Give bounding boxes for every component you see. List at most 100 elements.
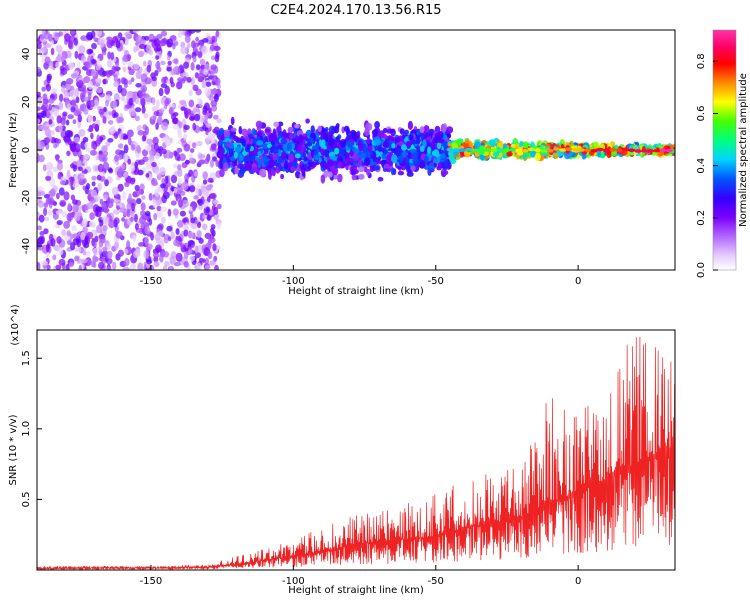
heatmap-cell — [202, 214, 209, 220]
heatmap-cell — [158, 113, 163, 119]
heatmap-cell — [180, 46, 188, 55]
heatmap-cell — [257, 151, 262, 157]
heatmap-cell — [90, 132, 94, 140]
heatmap-ridge-cell — [640, 149, 648, 153]
heatmap-cell — [286, 142, 292, 152]
heatmap-cell — [93, 37, 99, 43]
heatmap-cell — [90, 189, 98, 198]
heatmap-cell — [396, 156, 403, 161]
heatmap-cell — [123, 171, 129, 178]
heatmap-cell — [168, 266, 173, 270]
heatmap-cell — [58, 101, 64, 110]
heatmap-cell — [53, 143, 58, 149]
heatmap-cell — [58, 124, 63, 133]
heatmap-cell — [43, 44, 47, 53]
heatmap-cell — [434, 137, 440, 144]
heatmap-cell — [37, 244, 44, 251]
heatmap-cell — [102, 246, 108, 253]
heatmap-ridge-cell — [496, 149, 504, 153]
heatmap-cell — [223, 130, 230, 138]
heatmap-cell — [132, 234, 137, 242]
heatmap-cell — [170, 174, 178, 184]
heatmap-cell — [230, 127, 237, 132]
heatmap-cell — [155, 55, 160, 60]
heatmap-cell — [121, 191, 127, 201]
heatmap-cell — [141, 135, 147, 142]
heatmap-cell — [66, 213, 74, 222]
heatmap-cell — [118, 154, 123, 161]
heatmap-cell — [506, 151, 513, 157]
heatmap-cell — [314, 143, 320, 150]
heatmap-cell — [196, 230, 202, 238]
heatmap-cell — [410, 165, 416, 171]
heatmap-cell — [177, 164, 182, 171]
heatmap-cell — [457, 138, 462, 147]
heatmap-cell — [59, 180, 66, 186]
heatmap-cell — [113, 81, 120, 88]
heatmap-cell — [123, 98, 128, 106]
heatmap-cell — [91, 143, 96, 149]
heatmap-cell — [37, 261, 41, 270]
colorbar-gradient — [712, 29, 737, 271]
heatmap-cell — [402, 150, 407, 157]
heatmap-cell — [56, 220, 63, 226]
heatmap-cell — [99, 198, 104, 205]
heatmap-cell — [53, 244, 60, 252]
heatmap-cell — [200, 64, 205, 70]
heatmap-ridge-cell — [628, 148, 636, 152]
heatmap-cell — [155, 244, 162, 253]
heatmap-cell — [223, 162, 229, 172]
heatmap-cell — [50, 188, 56, 197]
snr-x-ticks: -150 -100 -50 0 — [140, 565, 581, 587]
heatmap-cell — [43, 30, 51, 40]
heatmap-cell — [141, 195, 146, 200]
heatmap-cell — [474, 141, 481, 150]
heatmap-cell — [79, 104, 84, 112]
heatmap-cell — [42, 164, 47, 172]
heatmap-cell — [437, 131, 444, 140]
heatmap-cell — [215, 30, 220, 38]
heatmap-cell — [442, 124, 447, 133]
heatmap-cell — [94, 235, 99, 243]
heatmap-cell — [47, 196, 54, 204]
heatmap-cell — [77, 247, 82, 253]
heatmap-cell — [67, 114, 74, 120]
heatmap-cell — [391, 154, 398, 164]
heatmap-cell — [61, 210, 68, 218]
heatmap-cell — [320, 139, 326, 147]
heatmap-cell — [37, 186, 44, 192]
heatmap-cell — [179, 153, 186, 161]
heatmap-cell — [98, 240, 104, 248]
heatmap-cell — [329, 134, 333, 144]
heatmap-cell — [268, 170, 272, 180]
heatmap-cell — [144, 226, 151, 235]
heatmap-cell — [358, 153, 366, 159]
heatmap-ridge-cell — [615, 148, 623, 152]
heatmap-cell — [137, 169, 144, 176]
heatmap-cell — [81, 218, 88, 227]
heatmap-cell — [523, 142, 527, 149]
heatmap-cell — [123, 144, 129, 154]
heatmap-cell — [96, 134, 101, 144]
heatmap-cell — [197, 51, 203, 59]
heatmap-cell — [270, 133, 277, 142]
heatmap-cell — [88, 49, 94, 54]
heatmap-cell — [219, 127, 225, 136]
heatmap-cell — [135, 83, 142, 88]
snr-y-label: SNR (10 * v/v) — [8, 414, 19, 485]
heatmap-cell — [111, 65, 116, 75]
heatmap-cell — [65, 119, 70, 126]
heatmap-cell — [184, 173, 190, 182]
heatmap-cell — [160, 183, 166, 189]
heatmap-cell — [373, 165, 381, 171]
heatmap-cell — [108, 111, 113, 116]
heatmap-cell — [216, 203, 222, 210]
colorbar-label: Normalized spectral amplitude — [738, 73, 749, 227]
heatmap-cell — [427, 146, 431, 155]
heatmap-cell — [177, 168, 183, 177]
spectrogram-y-ticks: -40 -20 0 20 40 — [21, 48, 42, 254]
heatmap-cell — [184, 159, 190, 165]
heatmap-ridge-cell — [471, 148, 479, 153]
heatmap-cell — [213, 255, 218, 262]
heatmap-cell — [130, 111, 137, 117]
